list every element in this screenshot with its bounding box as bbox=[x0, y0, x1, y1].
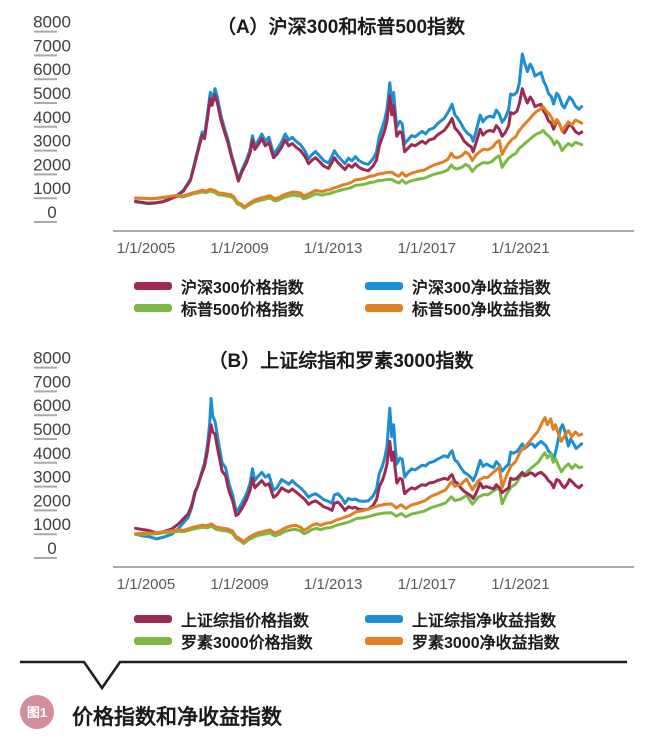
series-line-0 bbox=[134, 87, 584, 205]
legend-label: 罗素3000价格指数 bbox=[181, 634, 313, 652]
series-line-0 bbox=[134, 423, 584, 535]
figure-badge-label: 图1 bbox=[27, 705, 47, 720]
y-axis-label: 2000 bbox=[33, 155, 71, 174]
legend-label: 罗素3000净收益指数 bbox=[412, 634, 560, 652]
y-axis-label: 5000 bbox=[33, 420, 71, 439]
y-axis-label: 0 bbox=[47, 539, 56, 558]
legend-swatch bbox=[134, 303, 172, 312]
y-axis-label: 2000 bbox=[33, 491, 71, 510]
series-line-2 bbox=[134, 128, 584, 210]
y-axis-label: 3000 bbox=[33, 468, 71, 487]
x-axis-label: 1/1/2013 bbox=[304, 240, 362, 257]
x-axis-label: 1/1/2021 bbox=[491, 240, 549, 257]
y-axis-label: 6000 bbox=[33, 60, 71, 79]
legend-label: 沪深300价格指数 bbox=[181, 279, 304, 297]
x-axis-label: 1/1/2009 bbox=[210, 576, 268, 593]
legend-swatch bbox=[134, 614, 172, 623]
panel-b-legend: 上证综指价格指数 上证综指净收益指数罗素3000价格指数 罗素3000净收益指数 bbox=[134, 610, 620, 652]
series-line-1 bbox=[134, 52, 584, 206]
panel-b-title: （B）上证综指和罗素3000指数 bbox=[208, 351, 474, 372]
y-axis-label: 8000 bbox=[33, 349, 71, 368]
legend-item: 上证综指净收益指数 bbox=[365, 610, 620, 630]
x-axis-label: 1/1/2021 bbox=[491, 576, 549, 593]
x-axis-label: 1/1/2005 bbox=[117, 576, 175, 593]
legend-label: 沪深300净收益指数 bbox=[412, 279, 551, 297]
legend-label: 标普500净收益指数 bbox=[412, 301, 551, 319]
legend-item: 罗素3000净收益指数 bbox=[365, 632, 620, 652]
x-axis-label: 1/1/2017 bbox=[398, 576, 456, 593]
legend-item: 沪深300价格指数 bbox=[134, 277, 365, 297]
y-axis-label: 3000 bbox=[33, 132, 71, 151]
panel-a-title: （A）沪深300和标普500指数 bbox=[216, 17, 466, 38]
chart-panel-a: 0 1000 2000 3000 4000 5000 6000 7000 8000 1/1/200… bbox=[33, 13, 634, 257]
x-axis-label: 1/1/2009 bbox=[210, 240, 268, 257]
figure-badge bbox=[20, 695, 54, 729]
legend-item: 标普500净收益指数 bbox=[365, 299, 620, 319]
y-axis-label: 7000 bbox=[33, 36, 71, 55]
y-axis-label: 6000 bbox=[33, 396, 71, 415]
legend-label: 标普500价格指数 bbox=[181, 301, 304, 319]
series-line-3 bbox=[134, 105, 584, 209]
figure-caption: 价格指数和净收益指数 bbox=[72, 706, 282, 729]
legend-swatch bbox=[365, 303, 403, 312]
legend-label: 上证综指净收益指数 bbox=[412, 612, 557, 630]
legend-item: 沪深300净收益指数 bbox=[365, 277, 620, 297]
x-axis-label: 1/1/2005 bbox=[117, 240, 175, 257]
chart-panel-b: 0 1000 2000 3000 4000 5000 6000 7000 8000 1/1/200… bbox=[33, 349, 634, 593]
footer-divider-line bbox=[20, 660, 627, 691]
legend-item: 罗素3000价格指数 bbox=[134, 632, 365, 652]
x-axis-label: 1/1/2013 bbox=[304, 576, 362, 593]
legend-swatch bbox=[134, 636, 172, 645]
figure-footer: 图1 bbox=[20, 660, 627, 729]
y-axis-label: 5000 bbox=[33, 84, 71, 103]
y-axis-label: 1000 bbox=[33, 179, 71, 198]
series-line-3 bbox=[134, 416, 584, 544]
legend-label: 上证综指价格指数 bbox=[181, 612, 310, 630]
y-axis-label: 0 bbox=[47, 203, 56, 222]
x-axis-label: 1/1/2017 bbox=[398, 240, 456, 257]
legend-swatch bbox=[365, 636, 403, 645]
y-axis-label: 4000 bbox=[33, 444, 71, 463]
y-axis-label: 7000 bbox=[33, 372, 71, 391]
legend-item: 标普500价格指数 bbox=[134, 299, 365, 319]
legend-swatch bbox=[365, 614, 403, 623]
panel-a-legend: 沪深300价格指数 沪深300净收益指数标普500价格指数 标普500净收益指数 bbox=[134, 277, 620, 319]
y-axis-label: 4000 bbox=[33, 108, 71, 127]
y-axis-label: 1000 bbox=[33, 515, 71, 534]
legend-item: 上证综指价格指数 bbox=[134, 610, 365, 630]
legend-swatch bbox=[134, 281, 172, 290]
y-axis-label: 8000 bbox=[33, 13, 71, 32]
legend-swatch bbox=[365, 281, 403, 290]
